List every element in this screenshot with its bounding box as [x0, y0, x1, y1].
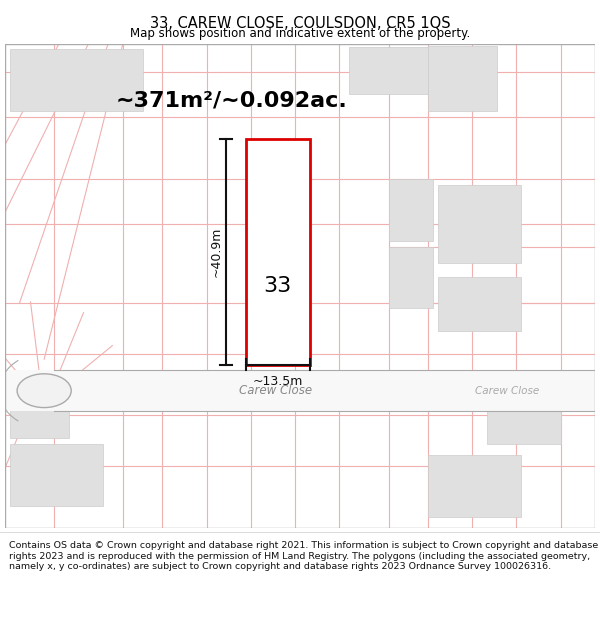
Text: ~40.9m: ~40.9m: [210, 227, 223, 278]
Text: ~371m²/~0.092ac.: ~371m²/~0.092ac.: [115, 90, 347, 110]
Text: Map shows position and indicative extent of the property.: Map shows position and indicative extent…: [130, 27, 470, 40]
Ellipse shape: [17, 374, 71, 408]
Bar: [5, 371, 595, 411]
Bar: [10, 49, 143, 111]
Bar: [438, 184, 521, 263]
Text: Carew Close: Carew Close: [475, 386, 539, 396]
Text: Carew Close: Carew Close: [239, 384, 312, 398]
Bar: [349, 47, 428, 94]
Bar: [438, 277, 521, 331]
Bar: [246, 139, 310, 365]
Bar: [487, 401, 561, 444]
Bar: [10, 444, 103, 506]
Text: 33: 33: [264, 276, 292, 296]
Bar: [389, 179, 433, 241]
Bar: [10, 395, 69, 438]
Bar: [389, 246, 433, 309]
Text: ~13.5m: ~13.5m: [253, 375, 303, 388]
Text: 33, CAREW CLOSE, COULSDON, CR5 1QS: 33, CAREW CLOSE, COULSDON, CR5 1QS: [149, 16, 451, 31]
Bar: [428, 455, 521, 517]
Bar: [428, 46, 497, 111]
Text: Contains OS data © Crown copyright and database right 2021. This information is : Contains OS data © Crown copyright and d…: [9, 541, 598, 571]
